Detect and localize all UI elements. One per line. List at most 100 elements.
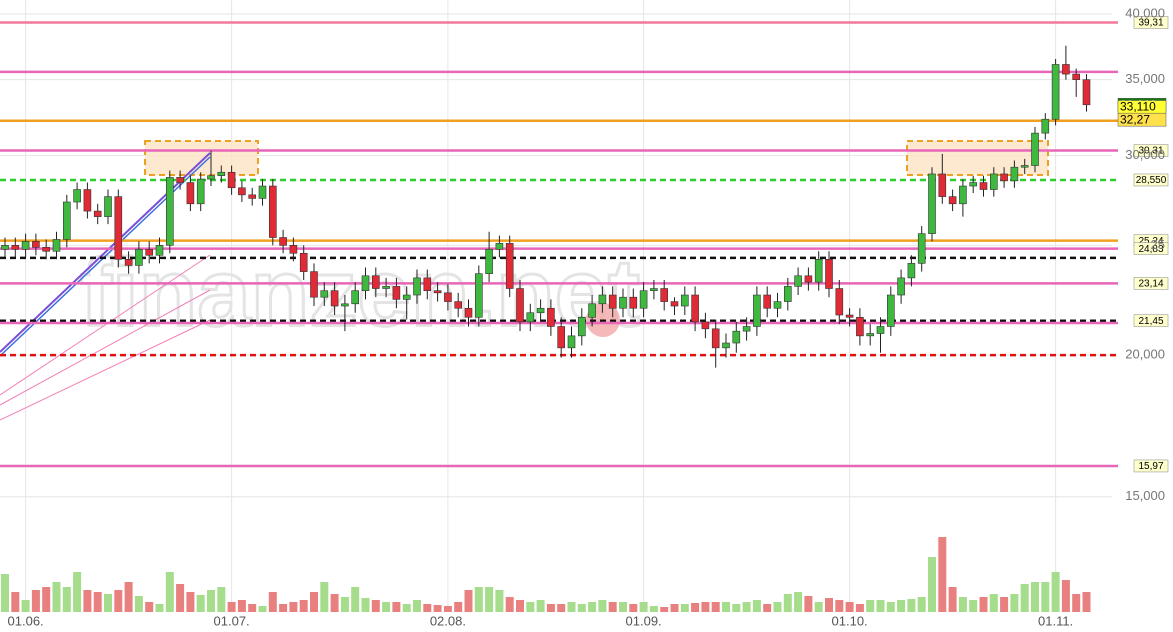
candle-body [959, 185, 967, 205]
volume-bar [546, 604, 555, 612]
candle-body [1082, 79, 1091, 106]
candle-body [207, 175, 215, 180]
volume-bar [443, 606, 452, 612]
candle-body [794, 275, 802, 287]
volume-bar [742, 602, 751, 612]
volume-bar [1082, 592, 1091, 612]
x-tick-label: 01.09. [626, 613, 662, 628]
volume-bar [134, 596, 143, 612]
y-tick-label: 15,000 [1125, 488, 1165, 503]
y-tick-label: 30,000 [1125, 147, 1165, 162]
volume-bar [104, 594, 112, 612]
volume-bar [979, 597, 988, 612]
candle-body [629, 296, 638, 309]
candle-body [1031, 132, 1039, 166]
volume-bar [835, 600, 844, 612]
volume-bar [794, 592, 803, 612]
price-badge-box [1117, 112, 1167, 127]
candle-body [722, 342, 730, 349]
candle-body [608, 294, 617, 309]
volume-bar [649, 606, 658, 612]
volume-bar [217, 587, 226, 612]
candle-body [444, 292, 452, 302]
candle-body [227, 171, 236, 189]
candle-body [753, 294, 761, 327]
x-tick-label: 01.11. [1038, 613, 1073, 628]
volume-bar [732, 604, 741, 612]
candle-body [248, 194, 256, 199]
volume-bar [608, 602, 617, 612]
y-tick-label: 40,000 [1125, 5, 1165, 20]
candle-body [928, 173, 936, 234]
candle-body [804, 275, 813, 283]
volume-bar [629, 604, 638, 612]
volume-bar [248, 604, 257, 612]
candle-body [371, 275, 380, 289]
volume-bar [310, 592, 318, 612]
volume-bar [73, 572, 82, 612]
volume-bar [495, 590, 504, 612]
level-label: 25,24 [1138, 236, 1163, 247]
volume-bar [680, 604, 689, 612]
volume-bar [783, 594, 792, 612]
volume-bar [433, 605, 442, 612]
volume-bar [258, 606, 267, 612]
volume-bar [722, 602, 730, 612]
candle-body [701, 321, 710, 330]
candle-body [217, 171, 226, 176]
candle-body [464, 307, 473, 318]
candle-body [948, 196, 957, 205]
candle-body [577, 316, 586, 337]
volume-bar [1041, 582, 1050, 612]
candle-body [814, 259, 823, 283]
zone-box [144, 140, 259, 176]
candle-body [866, 333, 875, 337]
volume-bar [639, 602, 648, 612]
volume-bar [670, 604, 679, 612]
y-tick-label: 25 [1151, 237, 1165, 252]
volume-bar [227, 602, 236, 612]
volume-bar [330, 594, 339, 612]
candle-body [104, 196, 112, 217]
zone-box [906, 140, 1049, 176]
candle-body [711, 328, 720, 349]
candle-body [619, 296, 627, 309]
candle-body [897, 277, 905, 296]
volume-bar [485, 587, 494, 612]
fan-line [0, 254, 211, 396]
candle-body [650, 288, 658, 291]
y-tick-label: 35,000 [1125, 71, 1165, 86]
volume-bar [948, 587, 957, 612]
volume-bar [361, 598, 370, 612]
volume-bar [1031, 582, 1039, 612]
candle-body [402, 294, 411, 300]
volume-bar [382, 602, 391, 612]
volume-bar [660, 607, 669, 612]
volume-bar [279, 604, 288, 612]
candle-body [1062, 64, 1070, 75]
candle-body [330, 290, 339, 307]
candle-body [32, 241, 40, 248]
x-tick-label: 02.08. [430, 613, 466, 628]
candle-body [176, 177, 184, 183]
volume-bar [588, 602, 597, 612]
level-label-box [1133, 173, 1169, 187]
candle-body [474, 273, 483, 318]
candle-body [351, 290, 360, 305]
candle-body [1, 245, 9, 250]
volume-bar [11, 592, 20, 612]
volume-bar [825, 598, 833, 612]
candle-body [114, 196, 123, 260]
volume-bar [268, 592, 277, 612]
volume-bar [938, 537, 947, 612]
candle-body [856, 316, 864, 337]
candle-body [62, 201, 71, 240]
volume-bar [21, 600, 30, 612]
candle-body [21, 241, 30, 250]
volume-bar [31, 590, 40, 612]
candle-body [341, 303, 349, 307]
candle-body [166, 177, 174, 246]
volume-bar [557, 604, 566, 612]
candle-body [567, 335, 576, 349]
level-label: 39,31 [1138, 18, 1163, 29]
